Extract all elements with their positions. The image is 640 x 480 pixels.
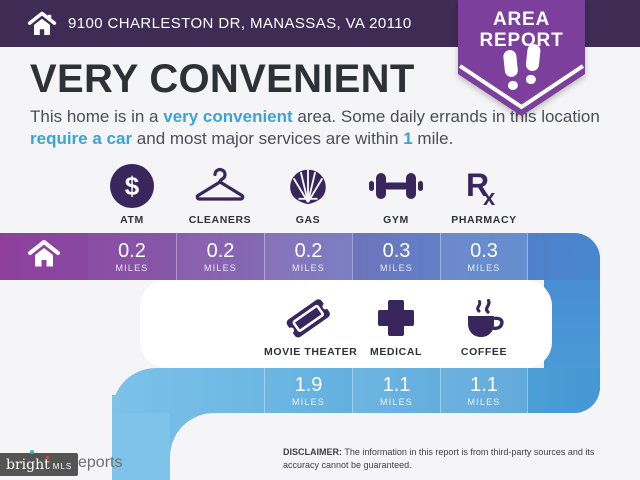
distance-band-top: 0.2 MILES 0.2 MILES 0.2 MILES 0.3 MILES 0.3 MILES: [0, 233, 600, 280]
amenity-label: GYM: [383, 214, 409, 226]
distance-cell-cleaners: 0.2 MILES: [176, 233, 264, 280]
svg-text:x: x: [483, 185, 496, 206]
band-home-segment: [0, 233, 88, 280]
amenity-gym: GYM: [352, 161, 440, 226]
distance-value: 0.3: [382, 240, 411, 262]
summary-segment: This home is in a: [30, 107, 164, 126]
area-report-badge: AREA REPORT: [458, 0, 585, 122]
amenity-label: COFFEE: [460, 346, 508, 358]
amenity-label: MOVIE THEATER: [264, 346, 358, 358]
distance-value: 0.2: [294, 240, 323, 262]
badge-title: AREA REPORT: [458, 9, 585, 51]
amenity-label: MEDICAL: [369, 346, 423, 358]
brightmls-logo: bright MLS: [0, 453, 78, 476]
badge-line1: AREA: [492, 9, 551, 30]
badge-ribbon-shape: [458, 0, 585, 116]
amenity-label: PHARMACY: [451, 214, 517, 226]
distance-cell-gas: 0.2 MILES: [264, 233, 352, 280]
ticket-icon: [264, 293, 352, 343]
amenity-label: ATM: [120, 214, 144, 226]
svg-text:R: R: [466, 167, 489, 203]
distance-cell-gym: 0.3 MILES: [352, 233, 440, 280]
svg-text:$: $: [125, 171, 140, 201]
amenity-movie-theater: MOVIE THEATER: [264, 293, 358, 358]
hanger-icon: [176, 161, 264, 211]
disclaimer-text: DISCLAIMER: The information in this repo…: [283, 446, 631, 471]
logo-bright-text: bright: [6, 456, 50, 473]
distance-unit: MILES: [291, 263, 325, 273]
disclaimer-label: DISCLAIMER:: [283, 447, 342, 457]
amenity-medical: MEDICAL: [352, 293, 440, 358]
footprints-icon: [503, 44, 541, 90]
amenity-coffee: COFFEE: [440, 293, 528, 358]
amenity-label: GAS: [295, 214, 321, 226]
distance-unit: MILES: [467, 397, 501, 407]
summary-text: This home is in a very convenient area. …: [30, 106, 630, 150]
shell-icon: [264, 161, 352, 211]
summary-highlight: very convenient: [163, 107, 293, 126]
page-title: VERY CONVENIENT: [30, 57, 415, 101]
distance-value: 0.2: [118, 240, 146, 262]
distance-value: 0.2: [206, 240, 235, 262]
logo-teal-dot: [30, 450, 34, 454]
atm-icon: $: [88, 161, 176, 211]
summary-segment: and most major services are within: [132, 129, 404, 148]
distance-unit: MILES: [291, 397, 325, 407]
summary-highlight: 1: [403, 129, 413, 148]
summary-segment: mile.: [412, 129, 454, 148]
amenity-atm: $ ATM: [88, 161, 176, 226]
distance-unit: MILES: [467, 263, 501, 273]
distance-value: 0.3: [470, 240, 498, 262]
home-icon: [27, 9, 57, 39]
amenity-label: CLEANERS: [188, 214, 252, 226]
distance-value: 1.1: [382, 374, 411, 396]
logo-mls-text: MLS: [52, 461, 73, 471]
distance-cell-medical: 1.1 MILES: [352, 368, 440, 413]
distance-unit: MILES: [379, 397, 413, 407]
logo-red-dot: [46, 456, 49, 459]
distance-band-bottom: 1.9 MILES 1.1 MILES 1.1 MILES: [112, 368, 600, 413]
property-address: 9100 CHARLESTON DR, MANASSAS, VA 20110: [68, 15, 412, 32]
amenities-card: MOVIE THEATER MEDICAL COFFEE: [140, 280, 552, 368]
cross-icon: [352, 293, 440, 343]
distance-value: 1.9: [294, 374, 323, 396]
distance-unit: MILES: [379, 263, 413, 273]
summary-highlight: require a car: [30, 129, 133, 148]
badge-line2: REPORT: [479, 30, 564, 51]
distance-cell-pharmacy: 0.3 MILES: [440, 233, 528, 280]
distance-unit: MILES: [203, 263, 237, 273]
distance-cell-atm: 0.2 MILES: [88, 233, 176, 280]
distance-unit: MILES: [115, 263, 149, 273]
amenity-gas: GAS: [264, 161, 352, 226]
house-icon: [27, 239, 61, 274]
distance-cell-coffee: 1.1 MILES: [440, 368, 528, 413]
distance-value: 1.1: [470, 374, 498, 396]
dumbbell-icon: [352, 161, 440, 211]
coffee-icon: [440, 293, 528, 343]
distance-cell-movie-theater: 1.9 MILES: [264, 368, 352, 413]
logo-suffix-text: eports: [78, 454, 123, 471]
amenity-cleaners: CLEANERS: [176, 161, 264, 226]
disclaimer-body: The information in this report is from t…: [283, 447, 595, 470]
